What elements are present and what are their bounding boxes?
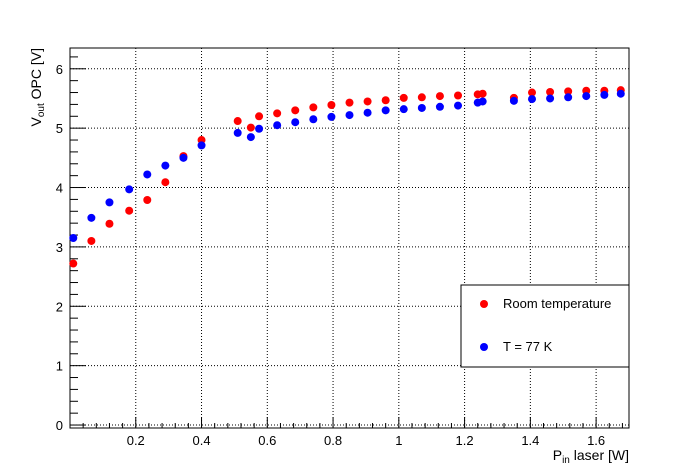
data-point	[564, 93, 573, 102]
data-point	[69, 259, 78, 268]
data-point	[435, 102, 444, 111]
data-points	[69, 86, 625, 268]
x-tick-label: 1	[395, 433, 402, 448]
data-point	[509, 96, 518, 105]
data-point	[478, 89, 487, 98]
data-point	[87, 236, 96, 245]
data-point	[363, 108, 372, 117]
data-point	[564, 87, 573, 96]
data-point	[87, 213, 96, 222]
y-tick-labels: 0 1 2 3 4 5 6	[56, 62, 63, 433]
data-point	[345, 98, 354, 107]
data-point	[273, 121, 282, 130]
data-point	[600, 90, 609, 99]
y-tick-label: 6	[56, 62, 63, 77]
legend-label-77k: T = 77 K	[503, 339, 553, 354]
data-point	[105, 219, 114, 228]
data-point	[417, 103, 426, 112]
data-point	[327, 112, 336, 121]
x-axis-title-sub: in	[562, 455, 570, 466]
data-point	[197, 141, 206, 150]
x-tick-label: 0.4	[192, 433, 210, 448]
legend-label-room-temperature: Room temperature	[503, 296, 611, 311]
data-point	[309, 115, 318, 124]
data-point	[363, 97, 372, 106]
grid-lines	[70, 48, 629, 428]
data-point	[179, 153, 188, 162]
data-point	[616, 89, 625, 98]
data-point	[345, 111, 354, 120]
legend: Room temperature T = 77 K	[460, 284, 630, 368]
data-point	[546, 94, 555, 103]
data-point	[161, 161, 170, 170]
series-1	[69, 89, 625, 242]
x-tick-label: 1.2	[456, 433, 474, 448]
data-point	[582, 92, 591, 101]
x-tick-label: 1.4	[521, 433, 539, 448]
x-axis-title-main: P	[553, 447, 562, 463]
data-point	[327, 101, 336, 109]
data-point	[478, 97, 487, 106]
data-point	[255, 124, 264, 133]
y-tick-label: 5	[56, 121, 63, 136]
data-point	[161, 178, 170, 187]
data-point	[309, 103, 318, 112]
data-point	[454, 101, 463, 110]
y-tick-label: 3	[56, 240, 63, 255]
data-point	[143, 196, 152, 204]
legend-box	[460, 284, 630, 368]
y-tick-label: 1	[56, 359, 63, 374]
data-point	[381, 106, 390, 115]
y-axis-title-sub: out	[36, 103, 47, 117]
y-tick-label: 0	[56, 418, 63, 433]
x-tick-label: 0.2	[127, 433, 145, 448]
x-tick-label: 1.6	[587, 433, 605, 448]
data-point	[246, 123, 255, 132]
x-tick-label: 0.6	[258, 433, 276, 448]
data-point	[69, 234, 78, 242]
data-point	[143, 170, 152, 179]
data-point	[399, 105, 408, 114]
data-point	[255, 112, 264, 121]
y-axis-title-rest: OPC [V]	[28, 48, 44, 103]
data-point	[105, 198, 114, 207]
x-tick-labels: 0.2 0.4 0.6 0.8 1 1.2 1.4 1.6	[127, 433, 605, 448]
y-axis-title: Vout OPC [V]	[28, 48, 47, 126]
data-point	[435, 92, 444, 101]
data-point	[527, 88, 536, 97]
legend-marker-77k	[480, 343, 488, 351]
data-point	[125, 206, 134, 215]
x-tick-label: 0.8	[324, 433, 342, 448]
data-point	[454, 91, 463, 100]
x-axis-title: Pin laser [W]	[553, 447, 629, 466]
y-axis-title-main: V	[28, 116, 44, 126]
y-tick-label: 4	[56, 181, 63, 196]
data-point	[291, 118, 300, 127]
data-point	[417, 93, 426, 102]
data-point	[233, 117, 242, 126]
data-point	[125, 185, 134, 194]
data-point	[546, 87, 555, 96]
data-point	[381, 96, 390, 105]
data-point	[273, 109, 282, 118]
y-tick-label: 2	[56, 299, 63, 314]
data-point	[527, 95, 536, 104]
data-point	[246, 133, 255, 142]
series-0	[69, 86, 625, 268]
data-point	[399, 93, 408, 102]
data-point	[291, 106, 300, 115]
legend-marker-room-temperature	[480, 300, 488, 308]
data-point	[233, 128, 242, 137]
x-axis-title-rest: laser [W]	[570, 447, 629, 463]
